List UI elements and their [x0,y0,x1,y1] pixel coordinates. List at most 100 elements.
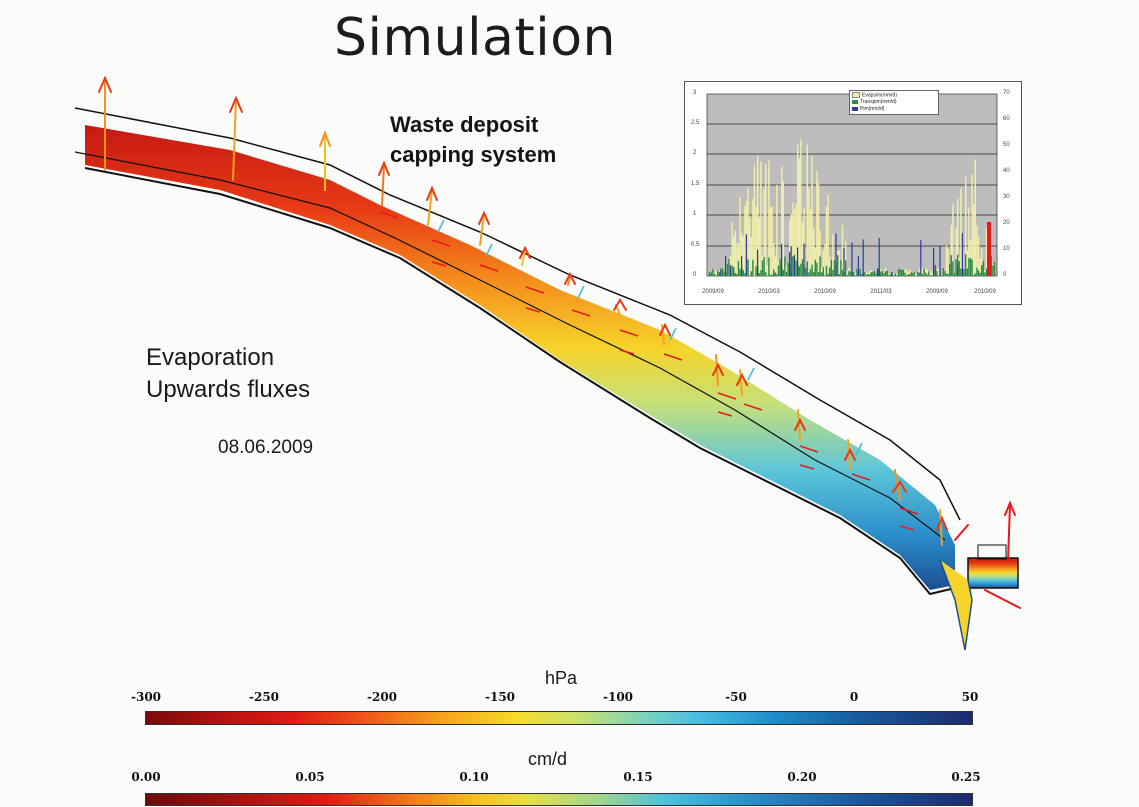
inset-bar-evap [905,268,908,276]
inset-bar-transp [763,256,765,276]
surface-line [74,107,961,521]
inset-bar-evap [838,250,840,276]
inset-bar-evap [888,273,890,276]
inset-current-date-marker [987,222,991,276]
inset-bar-evap [832,233,834,276]
page-title: Simulation [334,8,616,68]
inset-bar-transp [896,275,898,276]
inset-bar-transp [785,271,788,276]
inset-bar-transp [721,268,724,276]
inset-bar-transp [901,270,903,276]
inset-bar-evap [733,236,735,276]
inset-bar-precip [934,265,936,276]
inset-bar-precip [793,257,795,276]
inset-bar-evap [865,271,868,276]
inset-bar-transp [937,275,940,276]
inset-bar-precip [803,243,805,276]
inset-bar-transp [750,271,752,276]
inset-bar-evap [841,225,844,276]
inset-bar-transp [749,275,751,276]
inset-bar-transp [925,272,927,276]
inset-bar-transp [819,256,821,276]
inset-bar-transp [923,268,925,276]
inset-bar-transp [771,274,773,276]
inset-x-tick: 2009/09 [702,289,724,295]
inset-right-tick: 0 [1003,272,1007,278]
inset-bar-transp [718,272,720,276]
inset-bar-transp [723,271,725,276]
inset-bar-evap [789,220,791,276]
inset-bar-transp [829,267,831,276]
inset-bar-evap [827,194,829,276]
inset-bar-precip [862,239,864,276]
inset-x-tick: 2010/09 [814,289,836,295]
inset-bar-precip [757,249,759,276]
inset-bar-evap [808,188,810,276]
inset-bar-transp [953,273,956,276]
inset-bar-evap [755,206,757,276]
inset-bar-evap [929,270,932,276]
inset-bar-transp [726,263,728,276]
inset-bar-evap [766,264,768,276]
inset-bar-evap [734,230,736,276]
inset-bar-evap [974,159,976,276]
inset-bar-transp [832,269,834,276]
inset-bar-transp [856,268,858,276]
inset-bar-precip [729,265,731,276]
inset-right-tick: 50 [1003,142,1010,148]
inset-bar-evap [921,267,924,276]
inset-bar-evap [817,182,820,276]
inset-bar-transp [931,275,933,276]
inset-bar-transp [965,254,967,276]
inset-bar-evap [793,209,796,276]
inset-bar-transp [808,272,810,276]
inset-bar-transp [816,262,818,276]
drainage-box-top [977,544,1007,560]
inset-bar-evap [965,176,967,276]
inset-bar-transp [955,259,957,276]
flux-arrows [98,75,1021,609]
pressure-colorbar [145,711,973,725]
inset-bar-transp [731,265,733,276]
inset-bar-evap [731,221,733,276]
inset-bar-evap [973,204,975,276]
inset-bar-transp [885,271,887,276]
inset-bar-evap [969,239,972,276]
inset-bar-evap [926,269,928,276]
inset-bar-precip [857,256,859,276]
inset-bar-evap [950,224,952,276]
inset-bar-evap [821,267,823,276]
inset-bar-transp [974,273,976,276]
pressure-tick: -150 [484,690,516,704]
inset-bar-transp [904,272,906,276]
inset-plot [706,93,998,277]
inset-bar-transp [886,270,888,276]
inset-right-tick: 60 [1003,116,1010,122]
inset-bar-transp [848,271,850,276]
inset-bar-transp [824,275,826,276]
inset-bar-transp [752,259,754,276]
inset-bar-precip [725,255,727,276]
inset-bar-evap [768,160,770,276]
inset-bar-evap [976,225,978,276]
inset-left-tick: 0 [693,272,697,278]
inset-x-tick: 2010/09 [974,289,996,295]
inset-bar-transp [747,259,749,276]
inset-bar-evap [790,213,792,276]
inset-legend-item: Transpim(mm/d) [852,99,936,106]
inset-bar-transp [979,272,981,276]
inset-bar-transp [758,273,760,276]
inset-bar-evap [869,271,871,276]
inset-left-tick: 1.5 [691,181,700,187]
inset-left-tick: 3 [693,90,697,96]
inset-bar-transp [728,258,730,276]
inset-bar-transp [957,254,959,276]
inset-bar-evap [763,188,765,276]
inset-bar-transp [926,274,928,276]
inset-bar-evap [749,217,751,276]
inset-bar-precip [877,268,879,276]
inset-bar-transp [944,271,946,276]
inset-bar-evap [715,270,717,276]
cool-flux-ticks [437,219,863,456]
